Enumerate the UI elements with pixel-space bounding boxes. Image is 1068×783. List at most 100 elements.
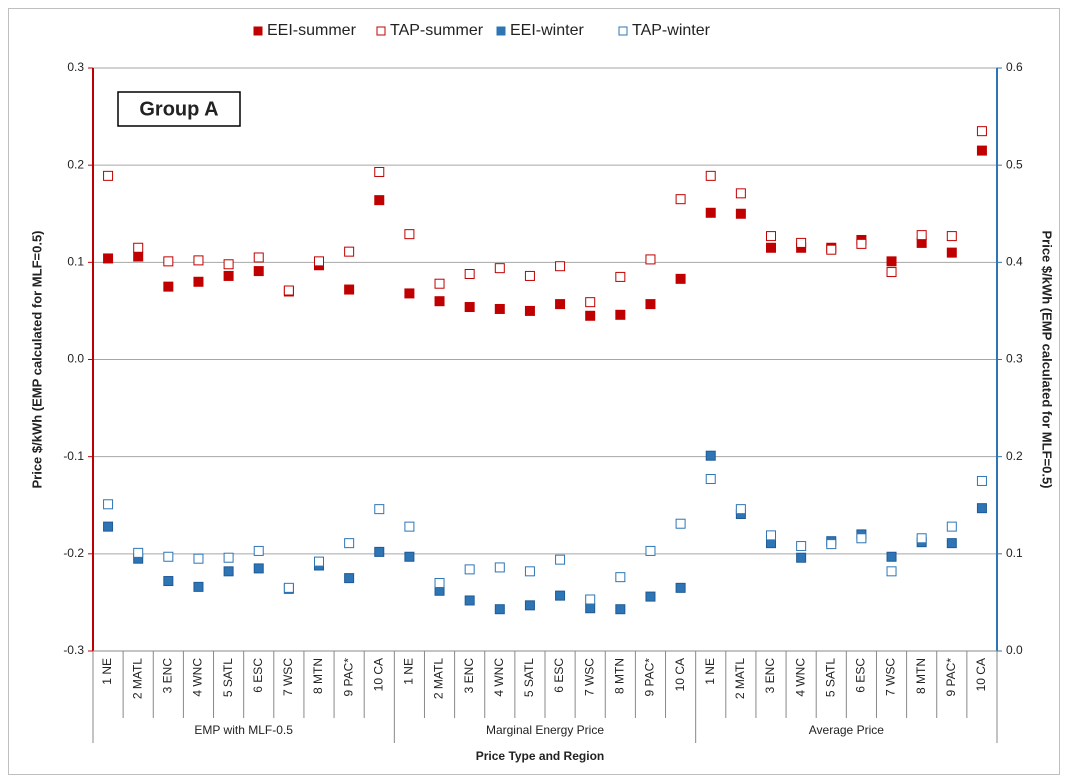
data-point [344,246,355,257]
x-tick-label: 10 CA [974,658,988,691]
data-point [253,266,264,277]
data-point [524,600,535,611]
x-tick-label: 4 WNC [492,658,506,697]
data-point [103,170,114,181]
data-point [404,521,415,532]
data-point [766,242,776,253]
data-point [133,547,144,558]
data-point [133,242,144,253]
data-point [796,541,807,552]
x-tick-label: 10 CA [673,658,687,691]
data-point [434,296,445,307]
data-point [374,504,385,515]
data-point [314,556,324,567]
data-point [585,297,596,308]
data-point [615,309,626,320]
legend-marker [618,26,628,36]
y-axis-title: Price $/kWh (EMP calculated for MLF=0.5) [29,230,44,488]
data-point [404,288,415,299]
data-point [886,267,897,278]
data-point [615,604,626,615]
data-point [645,591,656,602]
data-point [705,170,716,181]
x-tick-label: 1 NE [100,658,114,685]
x-tick-label: 3 ENC [462,658,476,694]
data-point [374,195,385,206]
y-tick-label: 0.1 [67,255,84,269]
data-point [856,533,867,544]
x-tick-label: 8 MTN [613,658,627,694]
group-label: Average Price [809,723,884,737]
data-point [976,475,987,486]
y2-tick-label: 0.5 [1006,157,1023,171]
data-point [946,247,957,258]
legend-label: EEI-summer [267,22,357,39]
y-tick-label: 0.2 [67,157,84,171]
y2-tick-label: 0.6 [1006,60,1023,74]
data-point [645,545,656,556]
y2-tick-label: 0.4 [1006,255,1023,269]
data-point [946,521,957,532]
data-point [524,270,535,281]
data-point [675,582,686,593]
data-point [193,581,204,592]
group-label: Marginal Energy Price [486,723,604,737]
data-point [223,566,234,577]
data-point [946,538,957,549]
data-point [223,259,234,270]
x-tick-label: 1 NE [703,658,717,685]
data-point [464,268,475,279]
x-tick-label: 8 MTN [914,658,928,694]
data-point [886,566,897,577]
x-tick-label: 9 PAC* [944,658,958,697]
x-tick-label: 7 WSC [582,658,596,696]
legend-marker [376,26,386,36]
data-point [675,194,686,205]
data-point [223,552,234,563]
data-point [404,551,415,562]
data-point [585,594,596,605]
data-point [555,590,566,601]
y-tick-label: -0.1 [63,449,84,463]
data-point [464,595,475,606]
data-point [886,551,897,562]
x-axis-title: Price Type and Region [476,749,604,763]
data-point [253,252,264,263]
y2-axis-title: Price $/kWh (EMP calculated for MLF=0.5) [1040,230,1055,488]
legend-label: TAP-winter [632,22,711,39]
data-point [314,256,324,267]
y-tick-label: 0.3 [67,60,84,74]
x-tick-label: 9 PAC* [341,658,355,697]
data-point [494,263,505,274]
data-point [735,188,746,199]
y-tick-label: -0.2 [63,546,84,560]
data-point [705,474,716,485]
data-point [223,270,234,281]
legend-label: EEI-winter [510,22,584,39]
data-point [585,603,596,614]
x-tick-label: 4 WNC [793,658,807,697]
data-point [193,553,204,564]
data-point [524,566,535,577]
x-tick-label: 3 ENC [763,658,777,694]
data-point [826,244,837,255]
data-point [133,251,144,262]
x-tick-label: 10 CA [371,658,385,691]
data-point [434,577,445,588]
data-point [675,518,686,529]
data-point [103,521,114,532]
x-tick-label: 7 WSC [884,658,898,696]
y2-tick-label: 0.1 [1006,546,1023,560]
data-point [404,229,415,240]
data-point [615,572,626,583]
x-tick-label: 5 SATL [823,658,837,697]
x-tick-label: 5 SATL [221,658,235,697]
data-point [374,166,385,177]
data-point [193,255,204,266]
data-point [103,253,114,264]
data-point [434,278,445,289]
data-point [555,554,566,565]
data-point [796,552,807,563]
x-tick-label: 6 ESC [552,658,566,693]
